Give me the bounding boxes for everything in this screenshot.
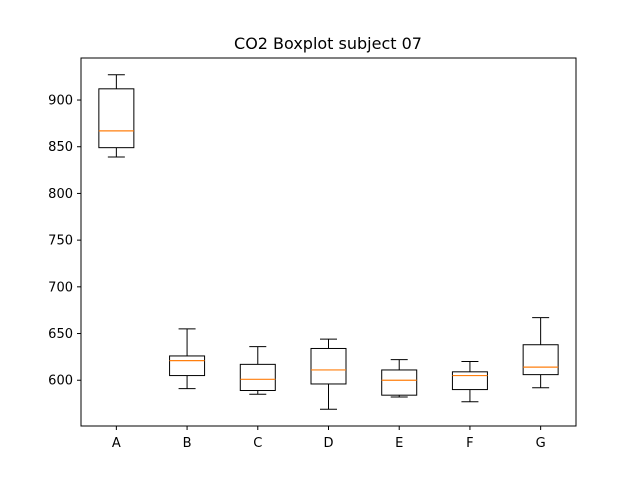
x-tick-label: D <box>323 436 333 451</box>
x-tick-label: A <box>112 436 121 451</box>
x-tick-label: C <box>253 436 262 451</box>
iqr-box <box>239 363 276 392</box>
chart-title: CO2 Boxplot subject 07 <box>234 34 422 53</box>
box-B: B <box>169 328 206 451</box>
iqr-box <box>451 371 488 391</box>
axes-frame <box>80 57 577 427</box>
y-tick-label: 750 <box>48 234 73 249</box>
box-D: D <box>310 338 347 451</box>
x-tick-label: F <box>466 436 473 451</box>
box-F: F <box>451 361 488 451</box>
plot-area: 600 650 700 750 800 850 900 A B C D E F G <box>48 57 577 451</box>
y-tick-label: 850 <box>48 140 73 155</box>
iqr-box <box>98 88 135 149</box>
y-tick-label: 800 <box>48 187 73 202</box>
box-G: G <box>522 317 559 451</box>
y-tick-label: 900 <box>48 94 73 109</box>
box-A: A <box>98 74 135 451</box>
box-E: E <box>381 359 418 451</box>
x-tick-label: E <box>395 436 403 451</box>
y-tick-label: 650 <box>48 327 73 342</box>
iqr-box <box>310 347 347 385</box>
box-C: C <box>239 346 276 451</box>
iqr-box <box>522 344 559 376</box>
x-tick-label: G <box>536 436 546 451</box>
iqr-box <box>381 369 418 396</box>
y-tick-label: 700 <box>48 280 73 295</box>
iqr-box <box>169 355 206 377</box>
x-tick-label: B <box>183 436 192 451</box>
y-tick-label: 600 <box>48 374 73 389</box>
